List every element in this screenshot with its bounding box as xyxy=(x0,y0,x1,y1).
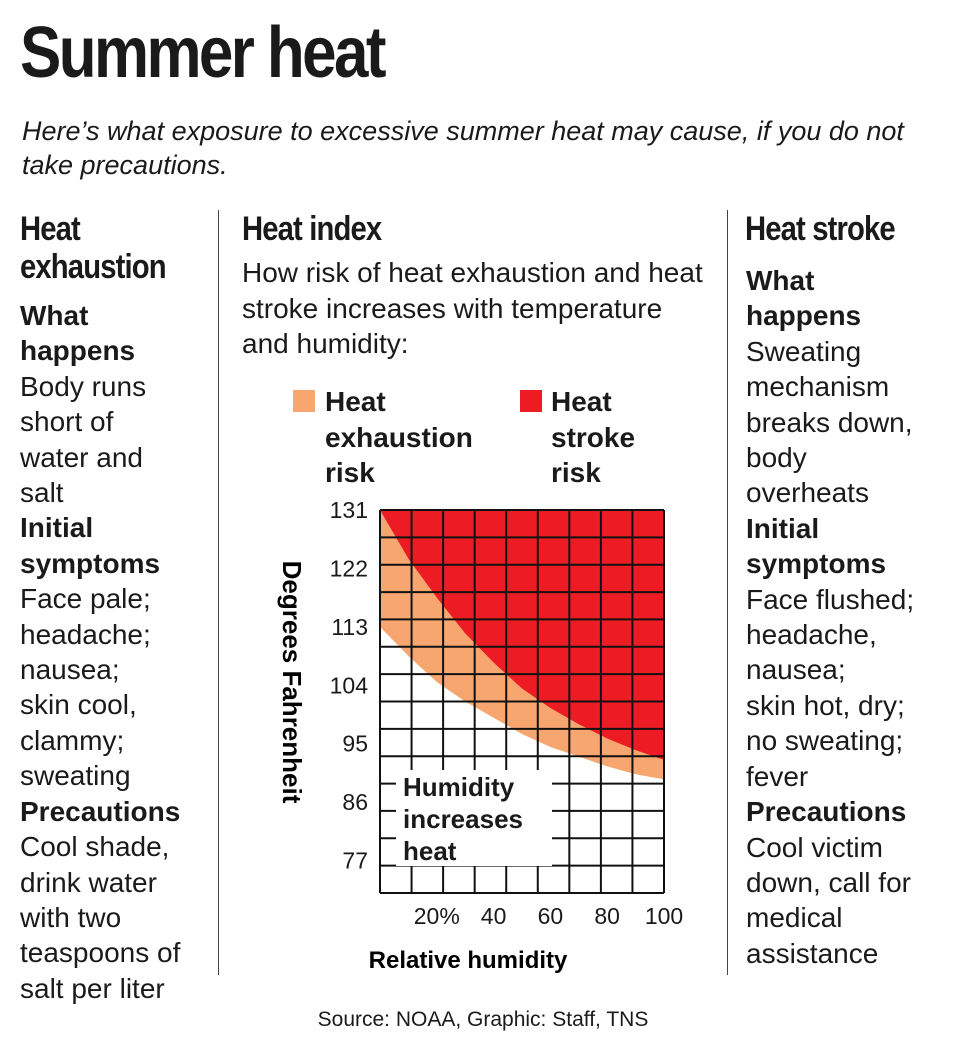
annotation-line: heat xyxy=(403,836,457,866)
heat-stroke-heading: Heat stroke xyxy=(745,210,896,248)
y-tick-label: 131 xyxy=(330,497,368,523)
legend-swatch-exhaustion xyxy=(293,390,315,412)
legend-exhaustion-label: Heat exhaustion risk xyxy=(325,386,473,488)
legend-stroke-label: Heat stroke risk xyxy=(551,386,636,488)
y-tick-label: 113 xyxy=(331,614,368,640)
x-tick-label: 100 xyxy=(645,903,683,929)
annotation-box xyxy=(396,770,552,866)
column-divider-right xyxy=(727,210,728,975)
column-divider-left xyxy=(218,210,219,975)
heat-exhaustion-heading: Heat exhaustion xyxy=(20,210,167,286)
x-tick-label: 60 xyxy=(538,903,564,929)
y-tick-label: 122 xyxy=(330,555,368,581)
x-tick-label: 40 xyxy=(481,903,507,929)
subtitle: Here’s what exposure to excessive summer… xyxy=(22,116,904,180)
heat-index-heading: Heat index xyxy=(242,210,382,248)
y-tick-label: 77 xyxy=(342,848,368,874)
x-tick-label: 20% xyxy=(414,903,460,929)
annotation-line: increases xyxy=(403,804,523,834)
y-tick-label: 95 xyxy=(342,731,368,757)
page-title: Summer heat xyxy=(20,13,386,93)
x-axis-label: Relative humidity xyxy=(369,947,568,974)
heat-stroke-column: What happens Sweating mechanism breaks d… xyxy=(746,265,915,969)
source-credit: Source: NOAA, Graphic: Staff, TNS xyxy=(317,1008,649,1031)
y-tick-label: 86 xyxy=(342,789,368,815)
annotation-line: Humidity xyxy=(403,772,515,802)
x-tick-label: 80 xyxy=(594,903,620,929)
heat-exhaustion-column: What happens Body runs short of water an… xyxy=(20,300,181,1004)
heat-stroke-area xyxy=(380,510,664,760)
y-tick-label: 104 xyxy=(330,672,369,698)
legend-swatch-stroke xyxy=(520,390,542,412)
heat-index-description: How risk of heat exhaustion and heat str… xyxy=(242,257,703,359)
heat-exhaustion-area xyxy=(380,510,664,780)
y-axis-label: Degrees Fahrenheit xyxy=(277,561,307,804)
